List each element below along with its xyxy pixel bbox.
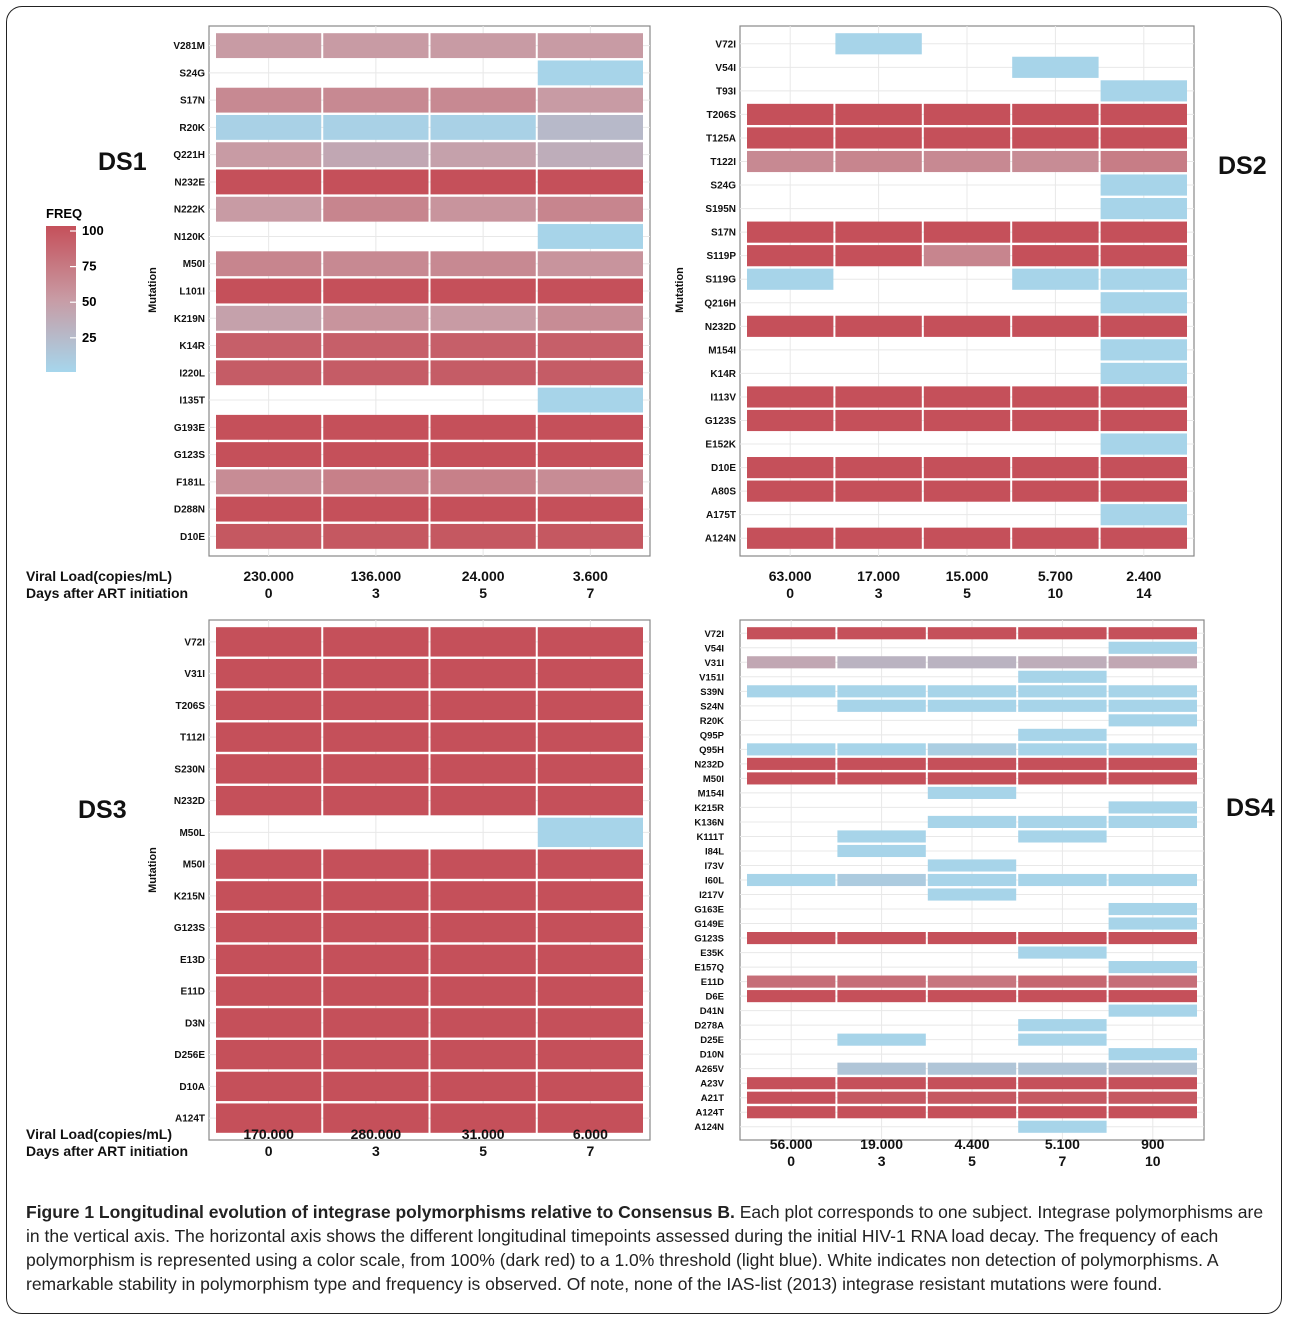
viral-load-label: Viral Load(copies/mL) (26, 568, 172, 584)
viral-load-value: 24.000 (461, 568, 505, 584)
day-value: 7 (586, 1143, 595, 1159)
legend-tick-label: 100 (82, 223, 104, 238)
viral-load-value: 4.400 (954, 1136, 990, 1152)
freq-legend: FREQ 100 75 50 25 (44, 204, 144, 384)
day-value: 5 (968, 1153, 976, 1169)
caption-text: Each plot corresponds to one subject. In… (26, 1202, 1264, 1294)
viral-load-value: 170.000 (243, 1126, 294, 1142)
panel-title: DS4 (1226, 794, 1275, 822)
day-value: 0 (264, 1143, 273, 1159)
day-value: 10 (1145, 1153, 1161, 1169)
day-value: 3 (371, 1143, 380, 1159)
day-value: 0 (786, 585, 795, 601)
figure-caption: Figure 1 Longitudinal evolution of integ… (26, 1200, 1266, 1296)
panel-title: DS3 (78, 796, 127, 824)
panel-title: DS1 (98, 148, 147, 176)
legend-tick-label: 25 (82, 330, 96, 345)
panel-title: DS2 (1218, 152, 1267, 180)
day-value: 10 (1047, 585, 1064, 601)
viral-load-label: Viral Load(copies/mL) (26, 1126, 172, 1142)
viral-load-value: 63.000 (768, 568, 812, 584)
legend-colorbar (46, 226, 76, 372)
viral-load-value: 15.000 (945, 568, 989, 584)
day-value: 0 (264, 585, 273, 601)
day-value: 3 (877, 1153, 886, 1169)
day-value: 14 (1136, 585, 1152, 601)
viral-load-value: 17.000 (857, 568, 900, 584)
figure-frame (6, 6, 1282, 1314)
day-value: 5 (963, 585, 971, 601)
viral-load-value: 56.000 (769, 1136, 813, 1152)
day-value: 7 (586, 585, 595, 601)
viral-load-value: 6.000 (572, 1126, 608, 1142)
day-value: 3 (874, 585, 883, 601)
viral-load-value: 5.100 (1044, 1136, 1080, 1152)
day-value: 0 (787, 1153, 796, 1169)
legend-tick-label: 50 (82, 294, 96, 309)
viral-load-value: 230.000 (243, 568, 294, 584)
viral-load-value: 900 (1141, 1136, 1165, 1152)
viral-load-value: 280.000 (350, 1126, 402, 1142)
day-value: 7 (1058, 1153, 1067, 1169)
day-value: 5 (479, 1143, 488, 1159)
viral-load-value: 136.000 (350, 568, 402, 584)
days-label: Days after ART initiation (26, 1143, 189, 1159)
day-value: 3 (371, 585, 380, 601)
viral-load-value: 2.400 (1126, 568, 1162, 584)
caption-bold: Figure 1 Longitudinal evolution of integ… (26, 1202, 735, 1222)
legend-tick-label: 75 (82, 259, 96, 274)
days-label: Days after ART initiation (26, 585, 189, 601)
viral-load-value: 5.700 (1037, 568, 1073, 584)
legend-title: FREQ (46, 206, 82, 221)
viral-load-value: 3.600 (572, 568, 608, 584)
viral-load-value: 31.000 (461, 1126, 505, 1142)
viral-load-value: 19.000 (860, 1136, 903, 1152)
day-value: 5 (479, 585, 488, 601)
